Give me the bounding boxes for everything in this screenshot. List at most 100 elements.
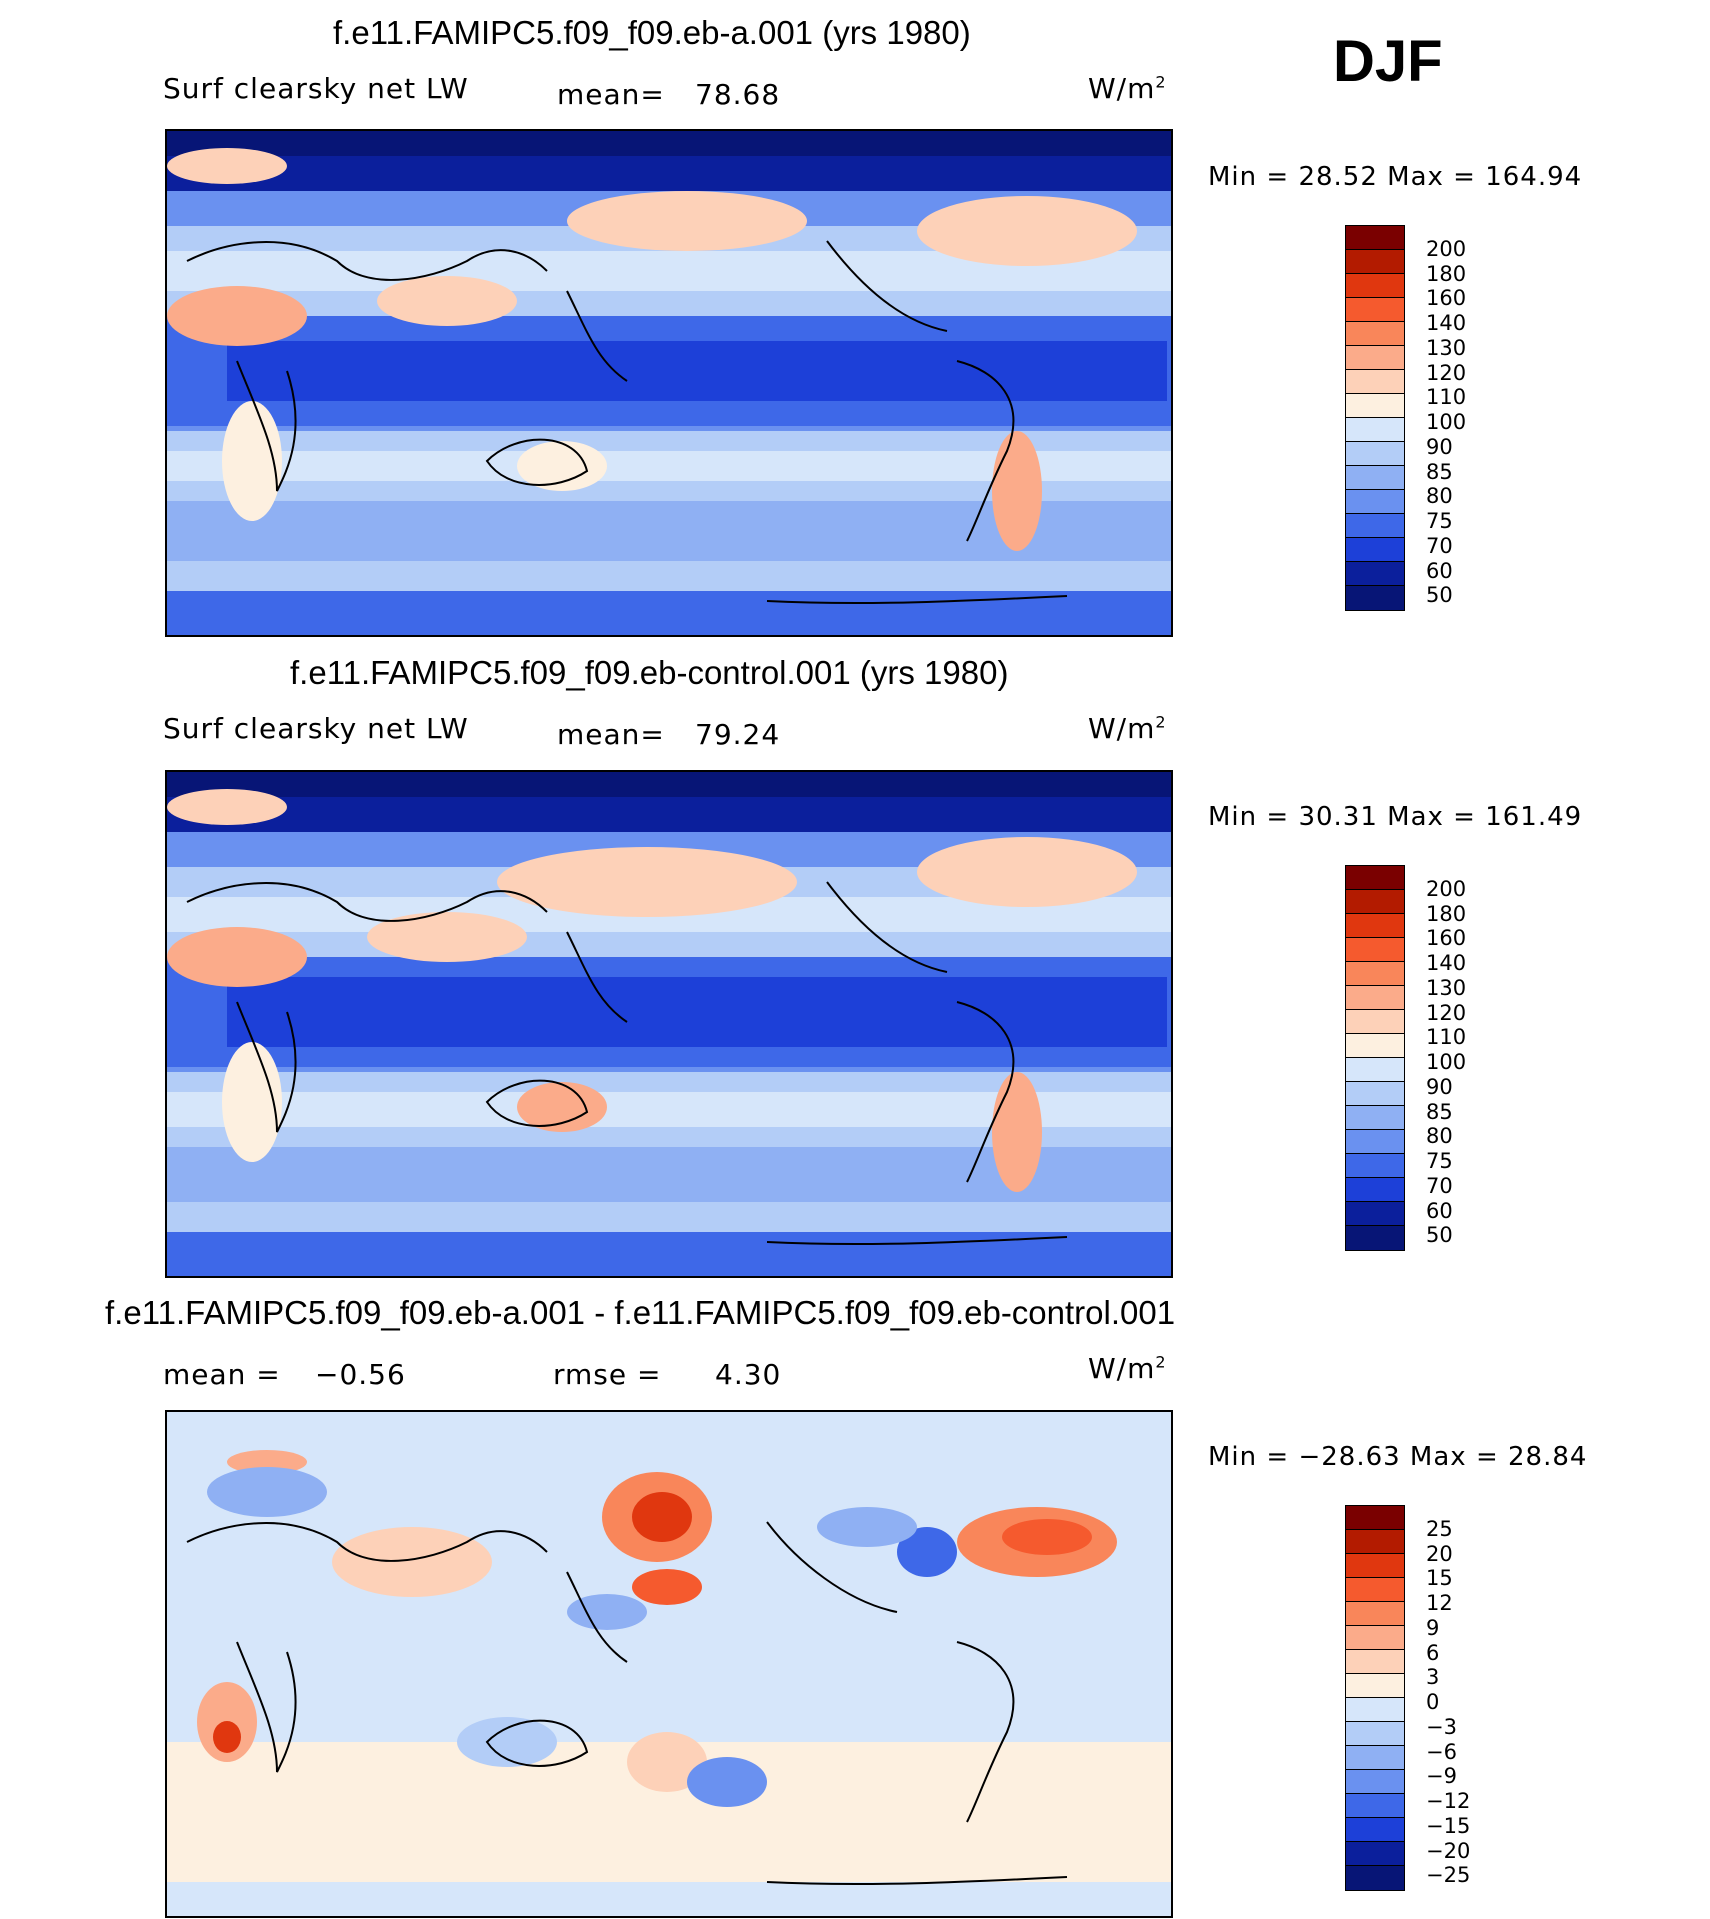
colorbar-box [1346, 514, 1404, 538]
panel1-map-field [167, 131, 1171, 635]
panel3-minmax: Min = −28.63 Max = 28.84 [1208, 1442, 1588, 1472]
colorbar-tick-label: 12 [1426, 1591, 1453, 1615]
colorbar-box [1346, 1866, 1404, 1890]
colorbar-tick-label: 80 [1426, 1124, 1453, 1149]
colorbar-tick-label: 60 [1426, 1198, 1453, 1223]
colorbar-box [1346, 322, 1404, 346]
colorbar-box [1346, 1226, 1404, 1250]
colorbar-tick-label: 9 [1426, 1615, 1440, 1640]
panel3-mean-label: mean = [163, 1358, 281, 1391]
colorbar-tick-label: 140 [1426, 951, 1467, 975]
colorbar-tick-label: 140 [1426, 311, 1467, 335]
panel1-minmax: Min = 28.52 Max = 164.94 [1208, 162, 1583, 192]
colorbar-box [1346, 1506, 1404, 1530]
panel2-colorbar [1345, 865, 1405, 1251]
panel3-colorbar [1345, 1505, 1405, 1891]
colorbar-tick-label: 110 [1426, 385, 1467, 410]
colorbar-box [1346, 938, 1404, 962]
colorbar-box [1346, 418, 1404, 442]
colorbar-box [1346, 1082, 1404, 1106]
colorbar-box [1346, 250, 1404, 274]
colorbar-box [1346, 1650, 1404, 1674]
colorbar-tick-label: 110 [1426, 1025, 1467, 1050]
colorbar-tick-label: 90 [1426, 1074, 1453, 1099]
colorbar-box [1346, 1202, 1404, 1226]
panel1-map [165, 129, 1173, 637]
colorbar-box [1346, 866, 1404, 890]
colorbar-box [1346, 1698, 1404, 1722]
colorbar-tick-label: 50 [1426, 583, 1453, 608]
colorbar-tick-label: 6 [1426, 1640, 1440, 1665]
colorbar-tick-label: 0 [1426, 1690, 1440, 1714]
colorbar-box [1346, 914, 1404, 938]
panel2-mean-value: 79.24 [695, 718, 781, 751]
colorbar-box [1346, 1770, 1404, 1794]
colorbar-box [1346, 1106, 1404, 1130]
panel1-colorbar [1345, 225, 1405, 611]
colorbar-tick-label: 160 [1426, 286, 1467, 311]
panel3-rmse-label: rmse = [553, 1358, 662, 1391]
colorbar-tick-label: 15 [1426, 1566, 1453, 1591]
colorbar-tick-label: 85 [1426, 1099, 1453, 1124]
colorbar-tick-label: 120 [1426, 1000, 1467, 1025]
panel1-title: f.e11.FAMIPC5.f09_f09.eb-a.001 (yrs 1980… [333, 14, 971, 51]
colorbar-box [1346, 1602, 1404, 1626]
colorbar-tick-label: 160 [1426, 926, 1467, 951]
colorbar-tick-label: 120 [1426, 360, 1467, 385]
colorbar-box [1346, 562, 1404, 586]
colorbar-box [1346, 1034, 1404, 1058]
colorbar-box [1346, 370, 1404, 394]
colorbar-tick-label: 200 [1426, 876, 1467, 901]
colorbar-tick-label: 25 [1426, 1516, 1453, 1541]
colorbar-tick-label: 200 [1426, 236, 1467, 261]
panel1-units: W/m2 [1088, 72, 1167, 105]
colorbar-tick-label: 3 [1426, 1665, 1440, 1690]
colorbar-tick-label: −15 [1426, 1813, 1471, 1838]
panel2-variable: Surf clearsky net LW [163, 712, 469, 745]
colorbar-tick-label: 20 [1426, 1541, 1453, 1566]
colorbar-box [1346, 1746, 1404, 1770]
colorbar-box [1346, 1674, 1404, 1698]
panel2-map [165, 770, 1173, 1278]
colorbar-tick-label: 70 [1426, 1173, 1453, 1198]
colorbar-tick-label: −20 [1426, 1838, 1471, 1863]
colorbar-tick-label: −6 [1426, 1739, 1457, 1764]
panel2-units: W/m2 [1088, 712, 1167, 745]
colorbar-box [1346, 1722, 1404, 1746]
colorbar-box [1346, 1554, 1404, 1578]
panel2-title: f.e11.FAMIPC5.f09_f09.eb-control.001 (yr… [290, 654, 1009, 691]
colorbar-box [1346, 1530, 1404, 1554]
colorbar-box [1346, 346, 1404, 370]
panel3-map-field [167, 1412, 1171, 1916]
season-label: DJF [1333, 29, 1443, 94]
panel3-mean-value: −0.56 [315, 1358, 406, 1391]
panel1-variable: Surf clearsky net LW [163, 72, 469, 105]
panel3-title: f.e11.FAMIPC5.f09_f09.eb-a.001 - f.e11.F… [105, 1294, 1176, 1331]
colorbar-tick-label: 70 [1426, 533, 1453, 558]
colorbar-box [1346, 890, 1404, 914]
panel3-map [165, 1410, 1173, 1918]
colorbar-box [1346, 442, 1404, 466]
panel2-mean-label: mean= [557, 718, 665, 751]
colorbar-box [1346, 1154, 1404, 1178]
colorbar-tick-label: 180 [1426, 901, 1467, 926]
colorbar-box [1346, 394, 1404, 418]
colorbar-tick-label: 130 [1426, 335, 1467, 360]
colorbar-box [1346, 1010, 1404, 1034]
colorbar-tick-label: −25 [1426, 1863, 1471, 1888]
colorbar-tick-label: 180 [1426, 261, 1467, 286]
colorbar-tick-label: 100 [1426, 410, 1467, 434]
colorbar-box [1346, 1842, 1404, 1866]
panel2-minmax: Min = 30.31 Max = 161.49 [1208, 802, 1583, 832]
colorbar-box [1346, 1578, 1404, 1602]
colorbar-box [1346, 538, 1404, 562]
colorbar-tick-label: 80 [1426, 484, 1453, 509]
colorbar-box [1346, 1818, 1404, 1842]
colorbar-box [1346, 1058, 1404, 1082]
colorbar-box [1346, 586, 1404, 610]
colorbar-box [1346, 466, 1404, 490]
colorbar-tick-label: 75 [1426, 509, 1453, 533]
colorbar-tick-label: 100 [1426, 1050, 1467, 1074]
colorbar-tick-label: 85 [1426, 459, 1453, 484]
colorbar-box [1346, 298, 1404, 322]
